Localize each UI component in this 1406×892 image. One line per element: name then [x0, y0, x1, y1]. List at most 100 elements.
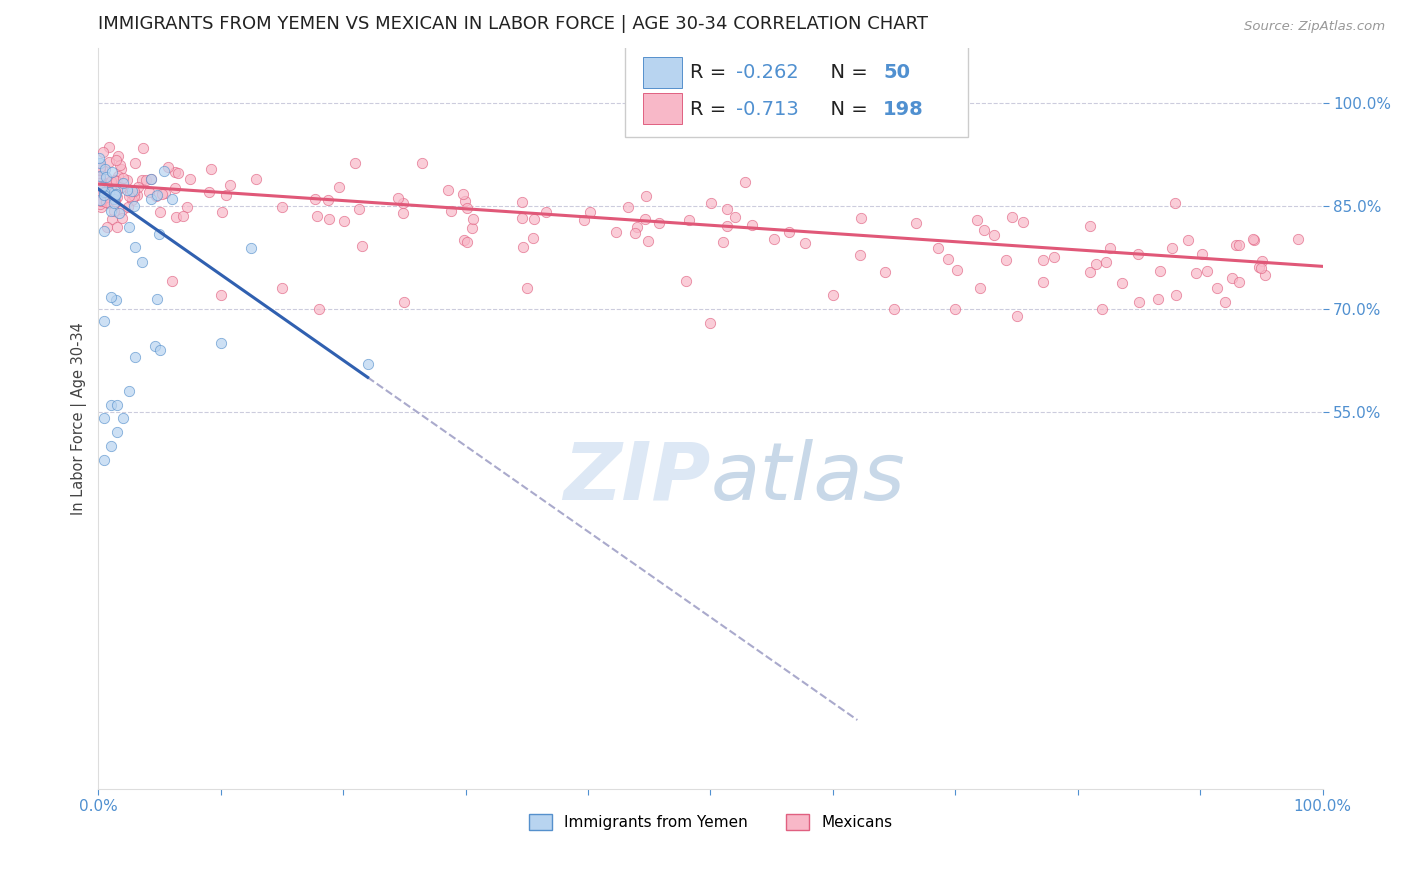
Point: [1012, 215, 1035, 229]
Point: [89, 193, 111, 207]
Point: [347, 202, 370, 216]
Point: [1078, 219, 1101, 233]
Point: [101, 211, 124, 226]
Point: [89, 160, 111, 174]
Point: [89, 180, 111, 194]
Point: [105, 398, 128, 412]
Point: [1032, 275, 1054, 289]
Point: [648, 216, 671, 230]
Point: [1213, 295, 1236, 310]
Point: [763, 232, 786, 246]
Point: [155, 186, 177, 201]
Point: [1163, 195, 1185, 210]
Point: [112, 177, 135, 191]
Point: [1091, 301, 1114, 316]
Point: [387, 191, 409, 205]
Point: [436, 184, 458, 198]
Point: [946, 262, 969, 277]
Point: [103, 192, 125, 206]
Point: [1225, 238, 1247, 252]
Point: [637, 234, 659, 248]
Point: [1149, 264, 1171, 278]
Point: [89, 162, 111, 177]
Point: [523, 211, 546, 226]
Point: [107, 149, 129, 163]
Point: [89, 172, 111, 186]
Point: [927, 241, 949, 255]
Point: [157, 161, 180, 175]
Point: [149, 205, 172, 219]
Text: atlas: atlas: [710, 439, 905, 516]
Point: [333, 214, 356, 228]
Point: [316, 193, 339, 207]
Point: [93, 452, 115, 467]
Point: [215, 188, 238, 202]
Point: [1164, 288, 1187, 302]
Point: [936, 252, 959, 266]
Point: [105, 219, 128, 234]
Point: [1084, 257, 1107, 271]
Point: [104, 173, 127, 187]
Text: 50: 50: [883, 63, 910, 82]
Point: [440, 204, 463, 219]
Point: [1243, 233, 1265, 247]
Point: [163, 165, 186, 179]
Point: [849, 248, 872, 262]
Point: [97, 186, 120, 200]
Text: 198: 198: [883, 100, 924, 119]
Text: Source: ZipAtlas.com: Source: ZipAtlas.com: [1244, 20, 1385, 33]
Text: R =: R =: [690, 63, 733, 82]
Point: [98, 176, 121, 190]
Point: [103, 203, 125, 218]
Point: [1220, 271, 1243, 285]
Point: [411, 155, 433, 169]
Point: [1227, 237, 1250, 252]
Point: [100, 184, 122, 198]
Point: [90, 161, 112, 176]
Text: -0.262: -0.262: [737, 63, 799, 82]
Point: [131, 173, 153, 187]
Point: [94, 185, 117, 199]
Point: [94, 161, 117, 176]
Point: [141, 171, 163, 186]
Point: [94, 169, 117, 184]
Point: [1286, 232, 1309, 246]
Point: [973, 223, 995, 237]
Point: [741, 218, 763, 232]
Point: [160, 192, 183, 206]
Point: [1177, 234, 1199, 248]
Point: [124, 350, 146, 364]
Point: [456, 235, 478, 249]
Text: ZIP: ZIP: [562, 439, 710, 516]
Point: [778, 225, 800, 239]
Point: [107, 206, 129, 220]
Point: [318, 212, 340, 227]
Point: [90, 186, 112, 201]
Point: [118, 185, 141, 199]
Point: [118, 384, 141, 398]
Point: [304, 192, 326, 206]
Point: [101, 177, 124, 191]
Point: [96, 219, 118, 234]
Point: [105, 190, 128, 204]
Point: [135, 173, 157, 187]
Point: [1185, 266, 1208, 280]
Point: [90, 194, 112, 209]
Point: [209, 288, 232, 302]
Point: [572, 212, 595, 227]
Point: [394, 295, 416, 310]
Point: [983, 228, 1005, 243]
Point: [716, 202, 738, 217]
Point: [209, 336, 232, 351]
FancyBboxPatch shape: [624, 45, 967, 137]
Point: [734, 175, 756, 189]
Point: [200, 162, 222, 177]
Point: [93, 187, 115, 202]
Point: [1126, 246, 1149, 260]
Point: [111, 202, 134, 217]
Point: [453, 233, 475, 247]
Point: [352, 239, 374, 253]
Point: [699, 196, 721, 211]
Point: [90, 180, 112, 194]
Point: [578, 204, 600, 219]
